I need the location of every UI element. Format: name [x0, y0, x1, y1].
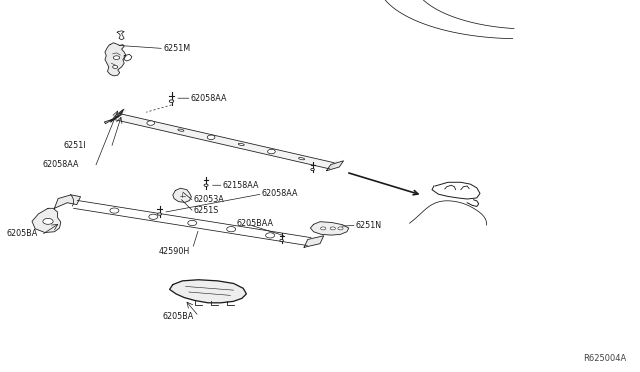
Text: 6251S: 6251S	[193, 206, 219, 215]
Polygon shape	[326, 161, 344, 171]
Text: 6251N: 6251N	[356, 221, 382, 230]
Polygon shape	[111, 110, 123, 122]
Circle shape	[169, 100, 174, 103]
Circle shape	[207, 135, 215, 140]
Ellipse shape	[178, 129, 184, 131]
Circle shape	[280, 240, 284, 241]
Ellipse shape	[299, 158, 305, 160]
Circle shape	[110, 208, 119, 213]
Circle shape	[266, 233, 275, 238]
Polygon shape	[32, 208, 61, 232]
Text: 62158AA: 62158AA	[223, 181, 259, 190]
Polygon shape	[304, 236, 324, 247]
Ellipse shape	[238, 143, 244, 145]
Text: 6205BA: 6205BA	[163, 312, 194, 321]
Text: 42590H: 42590H	[159, 247, 190, 256]
Text: 6251I: 6251I	[64, 141, 86, 150]
Polygon shape	[104, 109, 124, 124]
Text: 62058AA: 62058AA	[42, 160, 79, 169]
Circle shape	[149, 214, 158, 219]
Circle shape	[321, 227, 326, 230]
Text: 62058AA: 62058AA	[191, 94, 227, 103]
Polygon shape	[170, 280, 246, 303]
Circle shape	[113, 65, 118, 68]
Polygon shape	[173, 188, 191, 202]
Circle shape	[268, 149, 275, 154]
Polygon shape	[115, 110, 338, 169]
Circle shape	[311, 169, 314, 170]
Circle shape	[338, 227, 343, 230]
Circle shape	[157, 213, 161, 215]
Polygon shape	[310, 222, 349, 235]
Text: 6251M: 6251M	[163, 44, 190, 53]
Circle shape	[227, 227, 236, 232]
Circle shape	[113, 56, 120, 60]
Circle shape	[43, 218, 53, 224]
Polygon shape	[105, 43, 126, 76]
Polygon shape	[54, 195, 81, 208]
Circle shape	[147, 121, 155, 125]
Text: R625004A: R625004A	[582, 354, 626, 363]
Text: 62053A: 62053A	[193, 195, 224, 204]
Text: 6205BA: 6205BA	[6, 229, 38, 238]
Text: 6205BAA: 6205BAA	[237, 219, 274, 228]
Circle shape	[330, 227, 335, 230]
Text: 62058AA: 62058AA	[261, 189, 298, 198]
Circle shape	[204, 184, 208, 186]
Circle shape	[188, 220, 196, 225]
